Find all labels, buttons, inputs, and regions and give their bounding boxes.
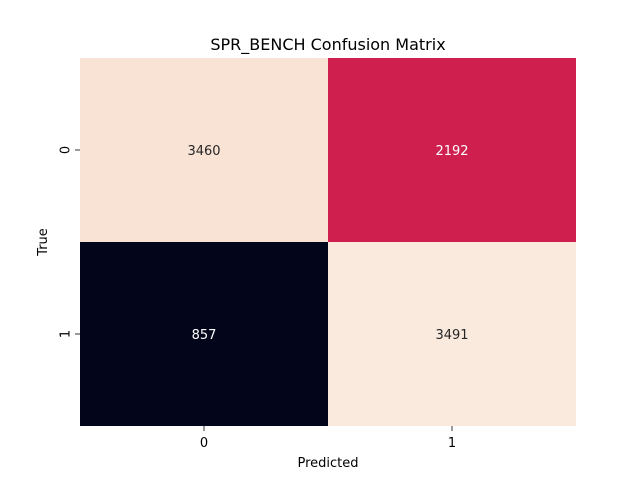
cell-annotation-r0-c0: 3460 — [187, 144, 220, 159]
x-axis-label: Predicted — [297, 456, 358, 471]
heatmap-cells — [80, 58, 576, 426]
x-tick-label-0: 0 — [200, 436, 208, 451]
cell-annotations: 3460 2192 857 3491 — [187, 144, 468, 343]
cell-annotation-r1-c0: 857 — [192, 328, 217, 343]
heatmap-cell-r0-c0 — [80, 58, 328, 242]
cell-annotation-r1-c1: 3491 — [435, 328, 468, 343]
heatmap-cell-r1-c0 — [80, 242, 328, 426]
y-axis-ticks: 01 — [59, 146, 80, 338]
y-tick-label-1: 1 — [59, 330, 74, 338]
y-tick-label-0: 0 — [59, 146, 74, 154]
heatmap-cell-r1-c1 — [328, 242, 576, 426]
heatmap-cell-r0-c1 — [328, 58, 576, 242]
x-tick-label-1: 1 — [448, 436, 456, 451]
chart-title: SPR_BENCH Confusion Matrix — [210, 35, 445, 55]
y-axis-label: True — [36, 228, 51, 257]
cell-annotation-r0-c1: 2192 — [435, 144, 468, 159]
